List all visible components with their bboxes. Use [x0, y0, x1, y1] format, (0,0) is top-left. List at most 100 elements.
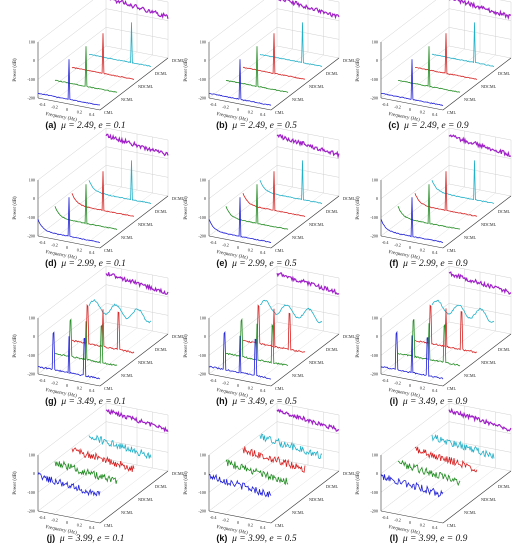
x-tick-label: 0 [237, 520, 239, 525]
series-axis-label: CML [104, 248, 114, 253]
series-axis-label: NCML [292, 97, 305, 102]
x-tick-label: -0.4 [210, 240, 218, 245]
grid-line [37, 146, 107, 199]
grid-line [380, 458, 450, 512]
x-tick-label: -0.4 [210, 515, 218, 520]
y-axis-title: Power (dB) [356, 196, 361, 220]
y-tick-label: -100 [27, 490, 35, 495]
panel-caption-label: (c) [388, 120, 400, 130]
x-tick-label: 0.2 [420, 522, 425, 527]
grid-line [105, 284, 169, 297]
x-tick-label: -0.2 [51, 518, 58, 523]
grid-line [224, 48, 293, 102]
series-axis-label: NDCML [309, 360, 325, 365]
grid-line [208, 421, 278, 474]
series-line-ndcml-2 [71, 171, 135, 217]
y-tick-label: 0 [204, 334, 206, 339]
chart-panel-h: 100 0 -100 -200 -0.4 -0.2 0 0.2 0.4 CML NCML NDCML D… [171, 265, 356, 413]
grid-line [380, 303, 450, 356]
y-tick-label: -200 [198, 509, 206, 514]
y-tick-label: -200 [370, 96, 378, 101]
panel-caption-text: μ = 2.99, e = 0.5 [232, 259, 297, 269]
grid-line [37, 303, 107, 356]
chart-panel-l: 100 0 -100 -200 -0.4 -0.2 0 0.2 0.4 CML NCML NDCML D… [343, 402, 514, 550]
frequency-axis [208, 97, 272, 111]
x-axis-title: Frequency (Hz) [388, 388, 420, 399]
x-tick-label: 0.2 [248, 247, 253, 252]
series-line-dcml-4 [105, 272, 169, 295]
series-axis-label: DCML [343, 196, 356, 201]
x-tick-label: 0.4 [89, 250, 95, 255]
chart-panel-k: 100 0 -100 -200 -0.4 -0.2 0 0.2 0.4 CML NCML NDCML D… [171, 402, 356, 550]
series-line-cml-0 [209, 473, 272, 498]
x-tick-label: 0.2 [77, 109, 82, 114]
x-tick-label: 0.2 [420, 385, 425, 390]
series-axis-label: CML [447, 386, 457, 391]
series-axis-label: DCML [172, 471, 185, 476]
panel-caption: (g) μ = 3.49, e = 0.1 [0, 396, 171, 412]
series-line-dcml-3 [259, 160, 323, 205]
grid-line [84, 467, 153, 521]
series-axis-label: NDCML [138, 222, 154, 227]
panel-caption: (l) μ = 3.99, e = 0.9 [343, 533, 514, 549]
x-axis-title: Frequency (Hz) [45, 112, 77, 123]
x-axis-title: Frequency (Hz) [216, 525, 248, 536]
grid-line [208, 165, 278, 218]
series-line-dcml-4 [105, 408, 169, 433]
series-line-dcml-4 [448, 271, 512, 295]
series-line-dcml-3 [431, 299, 495, 323]
x-tick-label: -0.4 [210, 102, 218, 107]
x-tick-label: 0 [66, 520, 68, 525]
chart-panel-i: 100 0 -100 -200 -0.4 -0.2 0 0.2 0.4 CML NCML NDCML D… [343, 265, 514, 413]
series-axis-label: NDCML [309, 222, 325, 227]
chart-panel-d: 100 0 -100 -200 -0.4 -0.2 0 0.2 0.4 CML NCML NDCML D… [0, 127, 185, 275]
y-tick-label: 0 [376, 196, 378, 201]
series-axis-label: DCML [155, 71, 168, 76]
x-tick-label: -0.4 [39, 515, 47, 520]
frequency-axis [37, 510, 101, 524]
series-axis-label: CML [275, 110, 285, 115]
frequency-axis [37, 235, 101, 249]
series-axis [99, 333, 169, 387]
grid-line [427, 330, 496, 384]
series-line-dcml-4 [276, 134, 340, 159]
series-line-cml-0 [37, 472, 101, 497]
panel-caption-label: (a) [45, 120, 57, 130]
grid-line [380, 183, 450, 237]
series-line-dcml-3 [88, 160, 152, 204]
grid-line [53, 461, 122, 515]
series-line-ncml-1 [54, 460, 118, 484]
series-axis-label: NCML [121, 373, 134, 378]
series-axis-label: DCML [498, 347, 511, 352]
y-tick-label: 100 [372, 316, 378, 321]
series-axis-label: CML [447, 248, 457, 253]
grid-line [276, 265, 340, 279]
x-axis-title: Frequency (Hz) [45, 250, 77, 261]
grid-line [224, 461, 293, 515]
grid-line [411, 327, 481, 381]
series-line-cml-0 [208, 197, 272, 243]
grid-line [208, 127, 278, 181]
grid-line [427, 54, 496, 108]
y-tick-label: 0 [33, 58, 35, 63]
y-tick-label: 100 [372, 40, 378, 45]
series-line-ncml-1 [54, 184, 118, 231]
x-axis-title: Frequency (Hz) [216, 250, 248, 261]
series-axis-label: NDCML [309, 497, 325, 502]
x-tick-label: -0.4 [382, 102, 390, 107]
y-tick-label: 0 [204, 196, 206, 201]
grid-line [37, 45, 107, 99]
x-tick-label: -0.2 [222, 243, 229, 248]
y-tick-label: -100 [370, 490, 378, 495]
grid-line [208, 146, 278, 199]
grid-line [37, 27, 107, 80]
y-tick-label: 100 [372, 178, 378, 183]
plot-3d-f: 100 0 -100 -200 -0.4 -0.2 0 0.2 0.4 CML NCML NDCML D… [356, 127, 512, 261]
panel-caption: (a) μ = 2.49, e = 0.1 [0, 120, 171, 136]
series-axis-label: CML [275, 386, 285, 391]
x-tick-label: -0.2 [394, 105, 401, 110]
series-axis-label: NCML [292, 235, 305, 240]
panel-caption-text: μ = 3.99, e = 0.1 [59, 534, 125, 544]
series-axis-label: NCML [464, 373, 477, 378]
grid-line [208, 458, 278, 512]
